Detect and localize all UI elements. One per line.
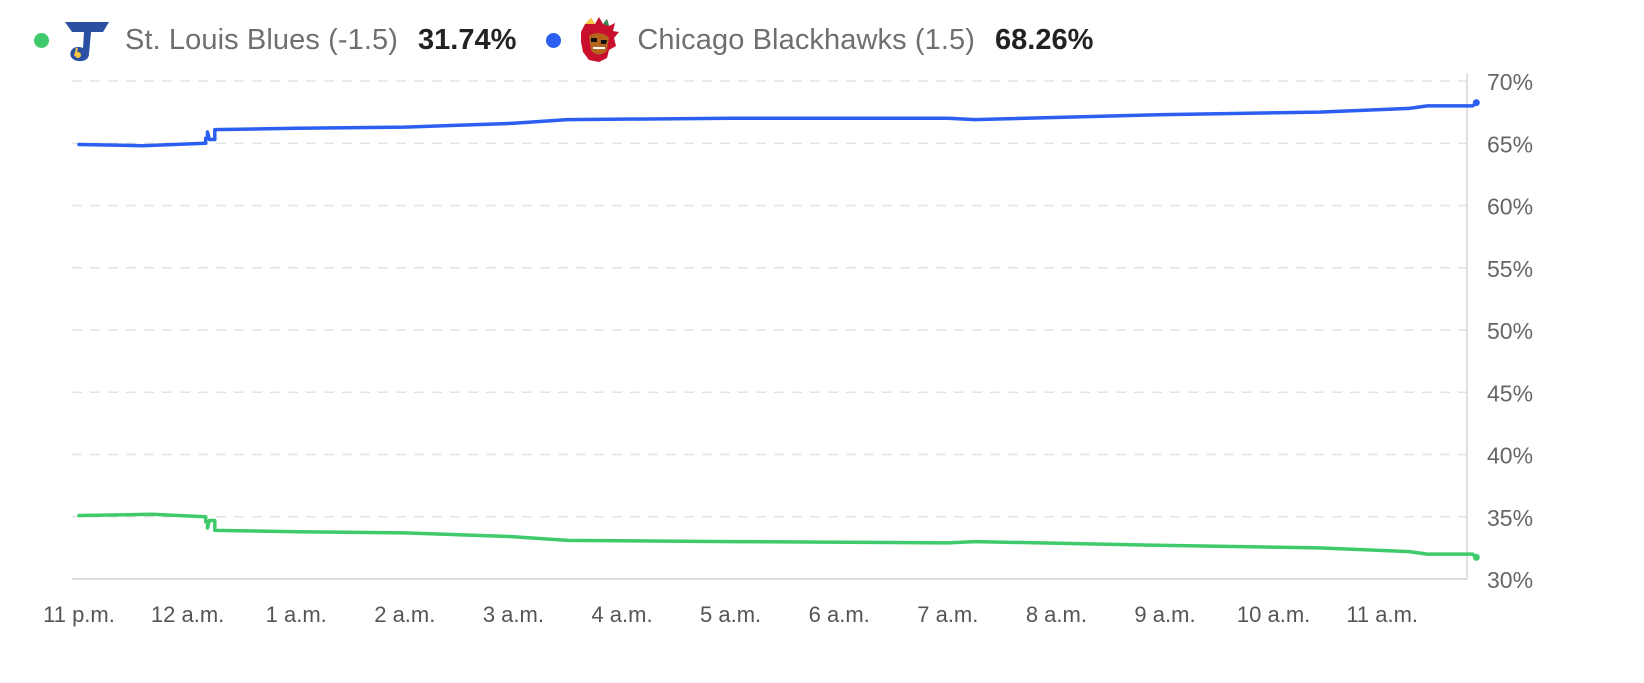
series-lines [77, 99, 1480, 561]
blues-series-end-point [1472, 553, 1480, 561]
blues-probability-value: 31.74% [418, 23, 517, 56]
legend-item-st-louis-blues[interactable]: St. Louis Blues (-1.5) 31.74% [34, 16, 516, 64]
blackhawks-series-line [77, 100, 1479, 148]
y-tick-label: 35% [1487, 505, 1533, 531]
x-tick-label: 11 a.m. [1346, 602, 1418, 627]
x-axis-ticks: 11 p.m. 12 a.m. 1 a.m. 2 a.m. 3 a.m. 4 a.m. 5 … [43, 602, 1418, 627]
y-tick-label: 65% [1487, 131, 1533, 157]
x-tick-label: 7 a.m. [917, 602, 978, 627]
chart-legend: St. Louis Blues (-1.5) 31.74% Chicago Bl… [34, 10, 1123, 70]
x-tick-label: 2 a.m. [374, 602, 435, 627]
x-tick-label: 6 a.m. [809, 602, 870, 627]
blues-team-label: St. Louis Blues (-1.5) [125, 23, 398, 56]
blues-series-dot [34, 32, 49, 48]
x-tick-label: 11 p.m. [43, 602, 115, 627]
x-tick-label: 10 a.m. [1237, 602, 1310, 627]
x-tick-label: 8 a.m. [1026, 602, 1087, 627]
legend-item-chicago-blackhawks[interactable]: Chicago Blackhawks (1.5) 68.26% [546, 16, 1093, 64]
y-tick-label: 30% [1487, 567, 1533, 593]
blackhawks-series-end-point [1472, 99, 1480, 107]
grid-lines [72, 80, 1467, 580]
x-tick-label: 3 a.m. [483, 602, 544, 627]
y-tick-label: 60% [1487, 194, 1533, 220]
y-tick-label: 70% [1487, 69, 1533, 95]
blackhawks-series-dot [546, 32, 562, 48]
x-tick-label: 5 a.m. [700, 602, 761, 627]
st-louis-blues-logo-icon [65, 22, 109, 62]
y-tick-label: 40% [1487, 443, 1533, 469]
x-tick-label: 4 a.m. [591, 602, 652, 627]
y-tick-label: 55% [1487, 256, 1533, 282]
blackhawks-team-label: Chicago Blackhawks (1.5) [637, 23, 976, 56]
x-tick-label: 12 a.m. [151, 602, 224, 627]
x-tick-label: 9 a.m. [1134, 602, 1195, 627]
y-tick-label: 50% [1487, 318, 1533, 344]
y-axis-ticks: 70% 65% 60% 55% 50% 45% 40% 35% 30% [1487, 69, 1533, 593]
x-tick-label: 1 a.m. [266, 602, 327, 627]
chicago-blackhawks-logo-icon [581, 17, 620, 62]
blues-series-line [77, 512, 1479, 560]
blackhawks-probability-value: 68.26% [995, 23, 1094, 56]
y-tick-label: 45% [1487, 380, 1533, 406]
